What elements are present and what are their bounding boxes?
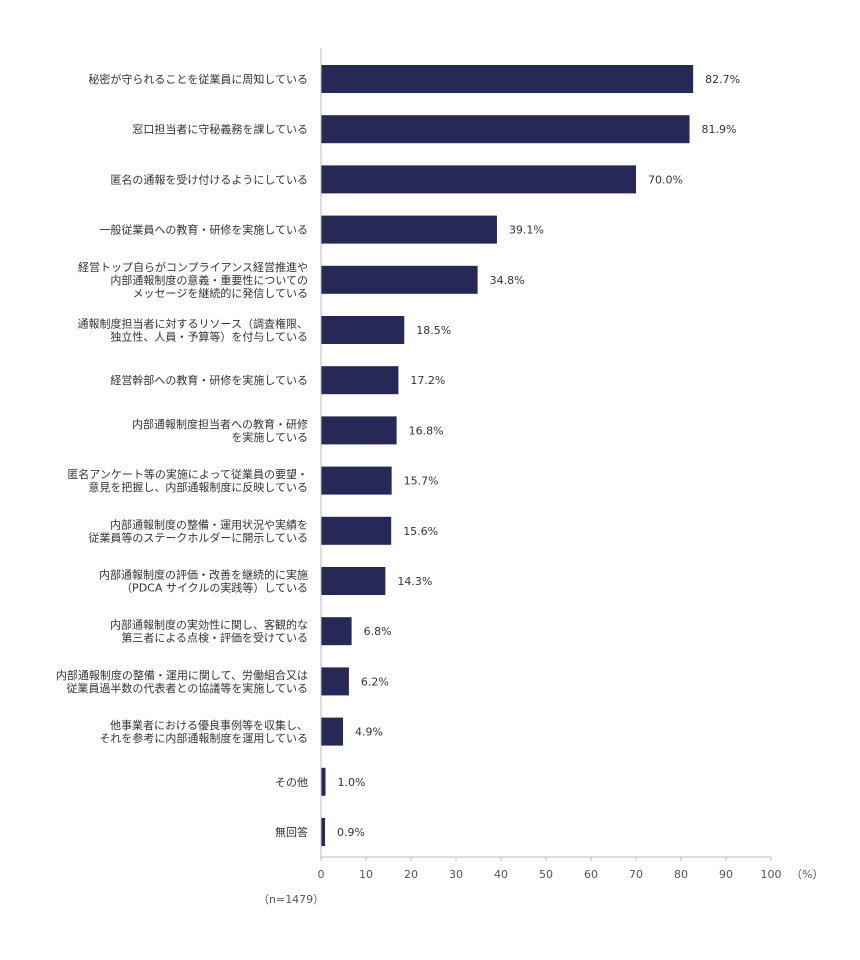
category-label: 内部通報制度担当者への教育・研修を実施している <box>132 417 308 444</box>
category-label: 経営トップ自らがコンプライアンス経営推進や内部通報制度の意義・重要性についてのメ… <box>78 260 308 300</box>
bar <box>321 818 326 846</box>
bar <box>321 316 405 344</box>
value-label: 82.7% <box>705 73 740 86</box>
x-tick-label: 70 <box>629 868 643 881</box>
value-label: 34.8% <box>490 274 525 287</box>
bar <box>321 115 690 144</box>
bar <box>321 667 349 696</box>
category-label: 内部通報制度の整備・運用に関して、労働組合又は従業員過半数の代表者との協議等を実… <box>56 668 308 695</box>
bar <box>321 767 326 796</box>
value-label: 4.9% <box>355 726 383 739</box>
category-label: 内部通報制度の実効性に関し、客観的な第三者による点検・評価を受けている <box>110 618 308 645</box>
category-labels-group: 秘密が守られることを従業員に周知している窓口担当者に守秘義務を課している匿名の通… <box>56 72 308 839</box>
bars-group <box>321 65 694 846</box>
bar <box>321 215 497 244</box>
category-label: 内部通報制度の整備・運用状況や実績を従業員等のステークホルダーに開示している <box>88 517 308 544</box>
value-label: 39.1% <box>509 224 544 237</box>
category-label: 匿名の通報を受け付けるようにしている <box>110 172 308 186</box>
value-labels-group: 82.7% 81.9% 70.0% 39.1% 34.8% 18.5% 17.2% 16.8%… <box>337 73 740 839</box>
value-label: 18.5% <box>416 324 451 337</box>
bar <box>321 516 392 545</box>
x-tick-label: 50 <box>539 868 553 881</box>
value-label: 81.9% <box>702 123 737 136</box>
value-label: 15.6% <box>403 525 438 538</box>
bar <box>321 65 694 93</box>
sample-size-note: （n=1479） <box>258 893 325 906</box>
value-label: 70.0% <box>648 173 683 186</box>
category-label: 他事業者における優良事例等を収集し、それを参考に内部通報制度を運用している <box>99 718 308 745</box>
bar <box>321 416 397 445</box>
value-label: 17.2% <box>410 374 445 387</box>
x-tick-label: 100 <box>761 868 782 881</box>
x-tick-label: 80 <box>674 868 688 881</box>
x-tick-label: 0 <box>318 868 325 881</box>
bar <box>321 466 392 495</box>
category-label: 秘密が守られることを従業員に周知している <box>88 72 308 86</box>
bar <box>321 265 478 294</box>
category-label: 内部通報制度の評価・改善を継続的に実施（PDCA サイクルの実践等）している <box>99 568 308 595</box>
x-tick-label: 40 <box>494 868 508 881</box>
value-label: 15.7% <box>404 475 439 488</box>
bar <box>321 366 399 395</box>
category-label: その他 <box>275 776 308 789</box>
value-label: 1.0% <box>338 776 366 789</box>
x-tick-label: 60 <box>584 868 598 881</box>
value-label: 14.3% <box>397 575 432 588</box>
x-axis-unit-label: （%） <box>791 868 823 881</box>
category-label: 一般従業員への教育・研修を実施している <box>99 223 308 237</box>
category-label: 通報制度担当者に対するリソース（調査権限、独立性、人員・予算等）を付与している <box>78 317 308 344</box>
value-label: 6.8% <box>364 625 392 638</box>
bar <box>321 165 636 194</box>
bar <box>321 567 386 595</box>
bar <box>321 617 352 646</box>
category-label: 無回答 <box>275 825 308 839</box>
x-tick-label: 10 <box>359 868 373 881</box>
category-label: 経営幹部への教育・研修を実施している <box>110 373 308 387</box>
x-axis-ticks-group: 0 10 20 30 40 50 60 70 80 90 100 <box>318 857 782 881</box>
value-label: 16.8% <box>409 424 444 437</box>
x-tick-label: 20 <box>404 868 418 881</box>
bar <box>321 717 344 746</box>
category-label: 匿名アンケート等の実施によって従業員の要望・意見を把握し、内部通報制度に反映して… <box>67 467 308 494</box>
x-tick-label: 90 <box>719 868 733 881</box>
category-label: 窓口担当者に守秘義務を課している <box>132 122 308 136</box>
value-label: 0.9% <box>337 826 365 839</box>
value-label: 6.2% <box>361 675 389 688</box>
x-tick-label: 30 <box>449 868 463 881</box>
